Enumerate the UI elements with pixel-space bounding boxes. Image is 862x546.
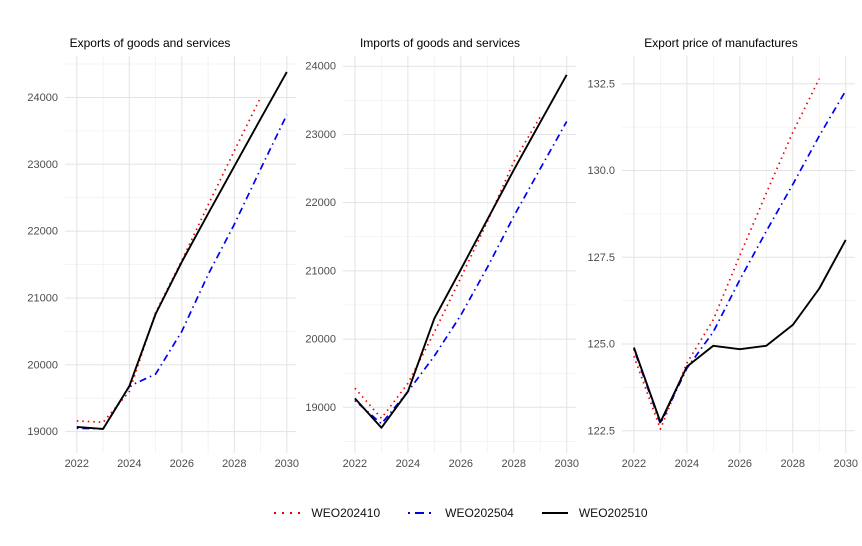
y-tick-label: 132.5 — [587, 78, 615, 90]
chart-title-exports: Exports of goods and services — [69, 36, 231, 50]
y-tick-label: 19000 — [305, 402, 336, 414]
x-tick-label: 2022 — [622, 458, 646, 468]
x-tick-label: 2026 — [170, 458, 194, 468]
export-price-plot: 122.5 125.0 127.5 130.0 132.5 2022 2024 2026 202… — [587, 56, 858, 468]
x-tick-label: 2024 — [117, 458, 141, 468]
series-line-WEO202510 — [76, 71, 288, 430]
series-line-WEO202510 — [354, 74, 568, 429]
legend-label: WEO202510 — [578, 506, 648, 520]
x-tick-label: 2026 — [449, 458, 473, 468]
series-line-WEO202410 — [354, 116, 542, 420]
x-tick-label: 2028 — [781, 458, 805, 468]
exports-plot: 19000 20000 21000 22000 23000 24000 2022 2024 20… — [27, 56, 299, 468]
x-tick-label: 2026 — [728, 458, 752, 468]
chart-title-export-price: Export price of manufactures — [644, 36, 798, 50]
x-tick-label: 2030 — [275, 458, 299, 468]
y-tick-label: 122.5 — [587, 425, 615, 437]
y-tick-label: 20000 — [305, 334, 336, 346]
y-tick-label: 22000 — [27, 226, 58, 238]
x-tick-label: 2028 — [222, 458, 246, 468]
y-tick-label: 23000 — [305, 129, 336, 141]
series-line-WEO202410 — [76, 97, 262, 424]
x-tick-label: 2030 — [833, 458, 857, 468]
legend-item-WEO202410: WEO202410 — [272, 506, 380, 520]
x-tick-label: 2022 — [65, 458, 89, 468]
charts-row: Exports of goods and services 19000 20000… — [0, 0, 862, 468]
y-tick-label: 24000 — [305, 61, 336, 73]
y-tick-label: 20000 — [27, 359, 58, 371]
y-tick-label: 24000 — [27, 92, 58, 104]
legend-label: WEO202504 — [445, 506, 514, 520]
x-tick-label: 2024 — [396, 458, 420, 468]
y-tick-label: 125.0 — [587, 339, 615, 351]
x-tick-label: 2030 — [554, 458, 578, 468]
legend-key-dotted-line — [274, 512, 301, 514]
legend-key-solid-line — [541, 511, 568, 515]
x-tick-label: 2022 — [343, 458, 367, 468]
legend: WEO202410 WEO202504 WEO202510 — [0, 468, 862, 520]
chart-export-price: Export price of manufactures 122.5 125.0 1… — [580, 0, 862, 468]
y-tick-label: 23000 — [27, 159, 58, 171]
legend-item-WEO202504: WEO202504 — [406, 506, 514, 520]
chart-exports: Exports of goods and services 19000 20000… — [0, 0, 300, 468]
y-tick-label: 19000 — [27, 426, 58, 438]
imports-plot: 19000 20000 21000 22000 23000 24000 2022 2024 20… — [305, 56, 579, 468]
y-tick-label: 21000 — [305, 265, 336, 277]
series-line-WEO202510 — [633, 239, 847, 424]
legend-key-dotdash-line — [408, 512, 435, 514]
chart-title-imports: Imports of goods and services — [359, 36, 521, 50]
y-tick-label: 22000 — [305, 197, 336, 209]
y-tick-label: 130.0 — [587, 165, 615, 177]
series-line-WEO202410 — [633, 78, 821, 430]
y-tick-label: 127.5 — [587, 252, 615, 264]
legend-label: WEO202410 — [311, 506, 381, 520]
chart-imports: Imports of goods and services 19000 20000… — [300, 0, 580, 468]
y-tick-label: 21000 — [27, 292, 58, 304]
x-tick-label: 2024 — [675, 458, 699, 468]
legend-item-WEO202510: WEO202510 — [540, 506, 648, 520]
x-tick-label: 2028 — [502, 458, 526, 468]
